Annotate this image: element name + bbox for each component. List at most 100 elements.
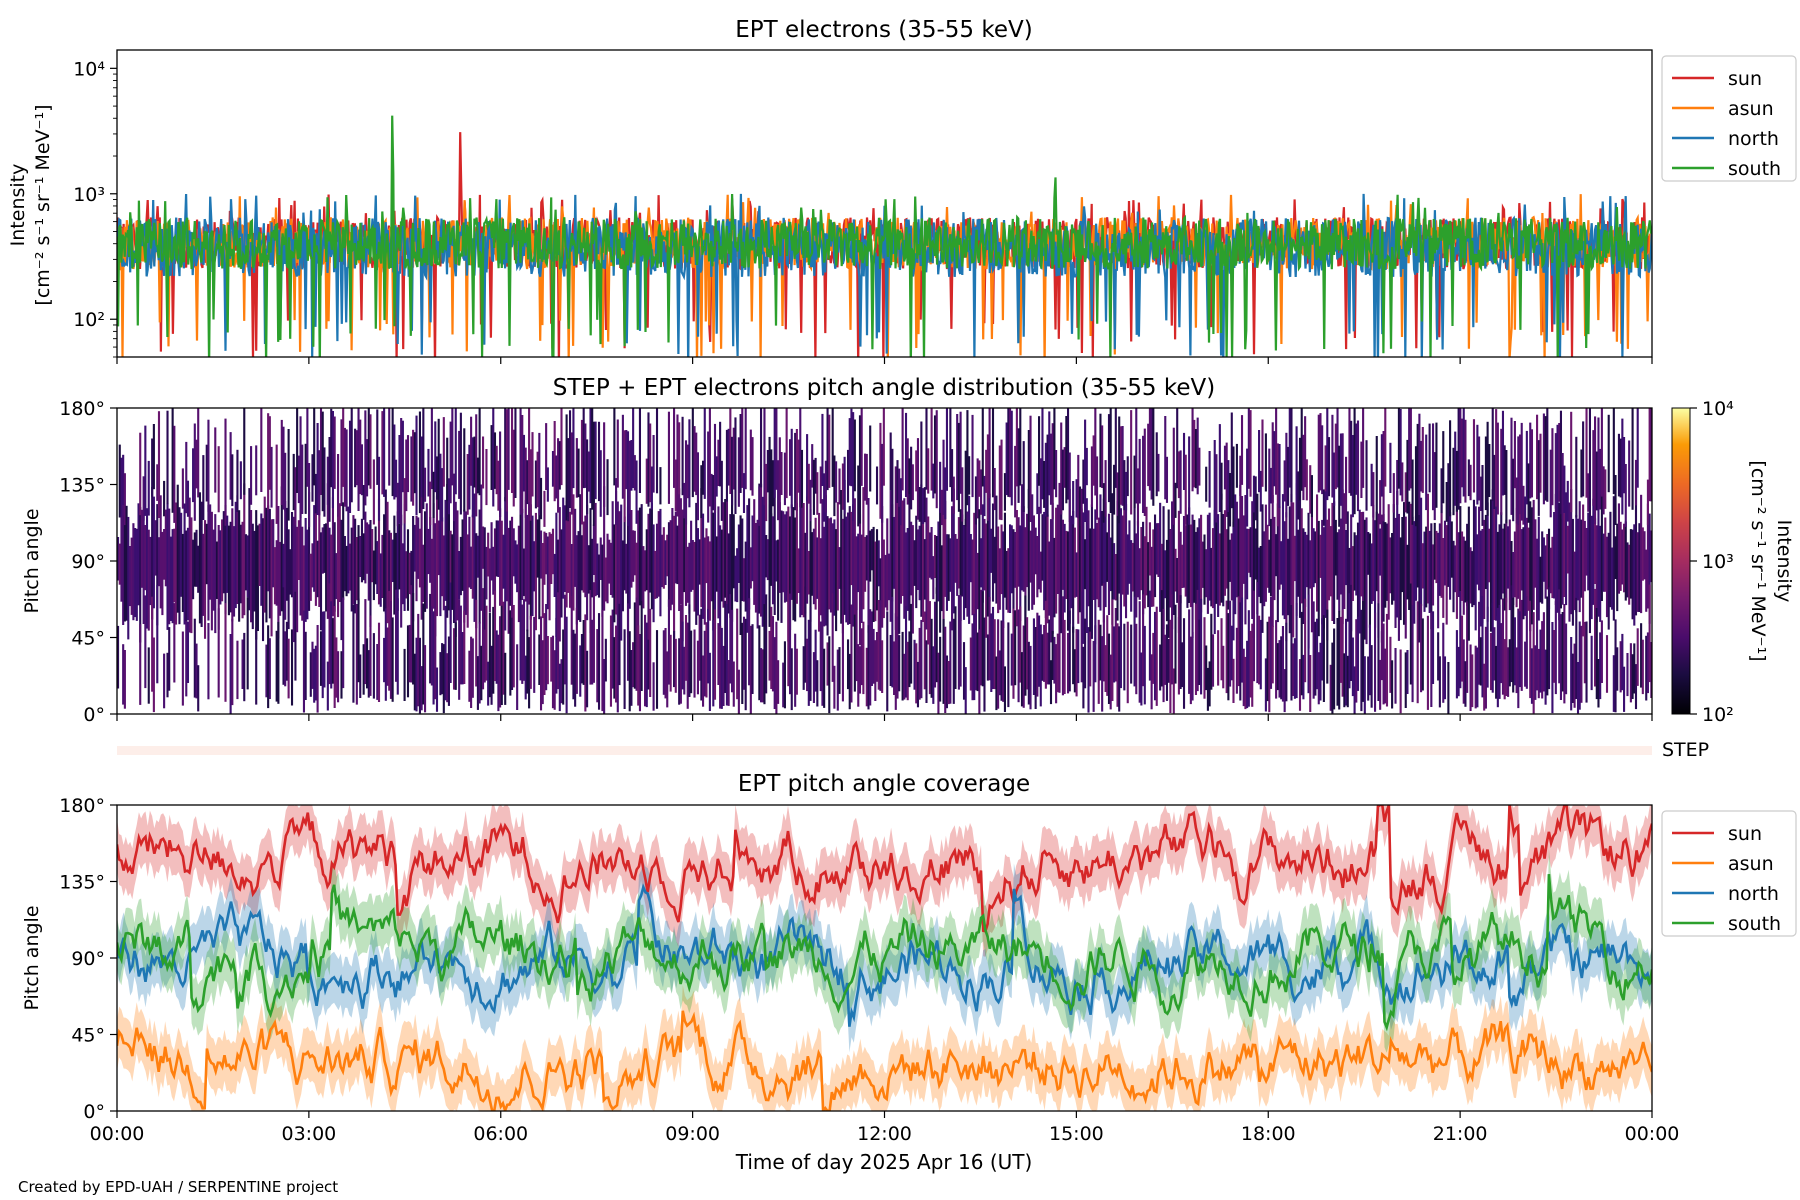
heatmap-cell [255,510,258,640]
heatmap-cell [821,413,824,486]
heatmap-cell [231,618,234,706]
heatmap-cell [521,604,524,684]
heatmap-cell [294,591,297,681]
heatmap-cell [1529,422,1532,499]
heatmap-cell [985,523,988,638]
heatmap-cell [1061,519,1064,590]
heatmap-cell [1101,511,1104,586]
heatmap-cell [1600,408,1603,497]
heatmap-cell [1150,546,1153,607]
heatmap-cell [203,520,207,639]
heatmap-cell [911,464,914,501]
heatmap-cell [1258,547,1261,597]
heatmap-cell [744,618,747,711]
heatmap-cell [1084,539,1087,590]
heatmap-cell [1309,465,1312,514]
heatmap-cell [1140,527,1143,591]
heatmap-cell [1466,601,1469,693]
heatmap-cell [371,529,374,583]
heatmap-cell [823,473,826,522]
heatmap-cell [229,432,232,500]
step-strip [117,746,1652,755]
heatmap-cell [1505,597,1508,696]
heatmap-cell [1645,635,1648,701]
heatmap-cell [971,539,974,616]
heatmap-cell [263,496,266,613]
panel3-ylabel: Pitch angle [21,905,43,1010]
heatmap-cell [313,505,316,592]
heatmap-cell [1421,543,1424,589]
heatmap-cell [1433,522,1436,580]
heatmap-cell [398,523,401,590]
heatmap-cell [666,534,669,577]
heatmap-cell [592,582,595,683]
heatmap-cell [899,494,902,604]
heatmap-cell [178,507,181,625]
heatmap-cell [1443,656,1447,700]
heatmap-cell [1082,646,1085,709]
heatmap-cell [451,534,454,610]
heatmap-cell [364,410,367,506]
heatmap-cell [1396,460,1399,505]
heatmap-cell [911,525,914,634]
heatmap-cell [229,634,232,714]
heatmap-cell [795,648,798,695]
heatmap-cell [156,464,159,501]
heatmap-cell [1425,434,1428,511]
heatmap-cell [1549,449,1552,518]
heatmap-cell [935,536,938,594]
heatmap-cell [1348,547,1351,608]
heatmap-cell [645,458,648,504]
heatmap-cell [1512,597,1515,693]
heatmap-cell [1223,510,1227,596]
heatmap-cell [481,526,485,569]
heatmap-cell [355,604,358,705]
heatmap-cell [1488,528,1491,583]
heatmap-cell [350,527,353,612]
heatmap-cell [855,536,858,611]
heatmap-cell [688,604,691,697]
heatmap-cell [727,533,730,614]
heatmap-cell [1585,408,1588,498]
heatmap-cell [512,605,515,688]
heatmap-cell [1457,408,1460,510]
heatmap-cell [132,523,135,621]
heatmap-cell [1072,626,1075,685]
heatmap-cell [696,528,699,616]
heatmap-cell [1641,639,1644,695]
heatmap-cell [229,521,232,613]
heatmap-cell [434,421,437,493]
heatmap-cell [509,610,512,696]
ytick-label: 10³ [73,184,105,206]
heatmap-cell [145,508,149,629]
heatmap-cell [1271,422,1274,503]
heatmap-cell [1131,542,1134,592]
heatmap-cell [1247,528,1250,573]
heatmap-cell [1009,524,1012,613]
heatmap-cell [1316,494,1319,612]
heatmap-cell [1075,629,1078,697]
heatmap-cell [894,613,897,710]
heatmap-cell [1084,419,1087,522]
heatmap-cell [1056,633,1059,693]
heatmap-cell [872,526,875,622]
heatmap-cell [1044,600,1047,689]
heatmap-cell [1479,637,1482,686]
heatmap-cell [1073,649,1076,693]
heatmap-cell [202,533,205,616]
heatmap-cell [463,428,466,512]
heatmap-cell [1066,531,1070,631]
heatmap-cell [949,408,952,488]
heatmap-cell [713,423,717,513]
heatmap-cell [1599,632,1602,700]
heatmap-cell [275,630,278,702]
heatmap-cell [922,488,925,524]
heatmap-cell [1298,437,1302,501]
heatmap-cell [850,604,853,703]
heatmap-cell [1472,499,1476,606]
heatmap-cell [1307,512,1310,649]
heatmap-cell [1476,647,1479,708]
heatmap-cell [1563,505,1566,597]
xtick-label: 00:00 [1625,1123,1680,1145]
heatmap-cell [190,517,193,634]
